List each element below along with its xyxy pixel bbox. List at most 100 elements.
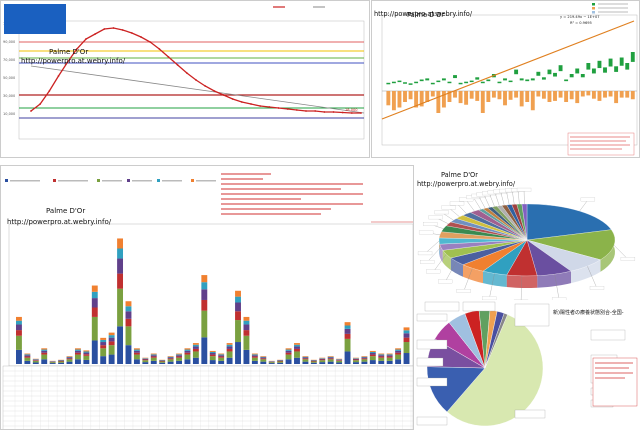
bar-segment bbox=[74, 348, 81, 350]
pie-slice-side bbox=[571, 259, 601, 284]
daily-positive-point bbox=[158, 48, 161, 50]
week-over-week-chart: y = 219.49x − 1E+07 R² = 0.9695 Palme D'… bbox=[381, 3, 638, 156]
daily-positive-point bbox=[94, 33, 97, 35]
bar-segment bbox=[294, 344, 300, 347]
bar-segment bbox=[378, 353, 385, 355]
bar-segment bbox=[353, 362, 359, 364]
bar-segment bbox=[386, 355, 393, 357]
bar-segment bbox=[133, 348, 140, 350]
bar-segment bbox=[184, 359, 191, 364]
bar-segment bbox=[243, 316, 250, 321]
bar-segment bbox=[24, 360, 31, 364]
decline-bar bbox=[514, 91, 519, 98]
decline-bar bbox=[569, 91, 574, 100]
bar-segment bbox=[251, 360, 258, 364]
bar-segment bbox=[386, 357, 393, 361]
week-over-week-panel: y = 219.49x − 1E+07 R² = 0.9695 Palme D'… bbox=[371, 0, 640, 158]
bar-segment bbox=[403, 353, 410, 364]
bar-segment bbox=[133, 352, 140, 355]
daily-positive-point bbox=[149, 41, 152, 43]
pie-slice-side bbox=[450, 258, 463, 277]
bar-segment bbox=[327, 357, 334, 359]
watermark-brand: Palme D'Or bbox=[407, 11, 444, 19]
increase-bar bbox=[447, 81, 452, 84]
bar-segment bbox=[125, 301, 132, 307]
pie-label-box bbox=[417, 251, 433, 256]
decline-bar bbox=[469, 91, 474, 99]
increase-bar bbox=[553, 72, 557, 77]
decline-bar bbox=[441, 91, 446, 108]
decline-bar bbox=[453, 91, 457, 98]
decline-bar bbox=[575, 91, 580, 104]
bar-segment bbox=[16, 330, 22, 336]
increase-bar bbox=[425, 78, 430, 81]
bar-segment bbox=[209, 350, 216, 352]
daily-positive-point bbox=[314, 110, 317, 112]
bar-segment bbox=[302, 359, 309, 362]
bar-segment bbox=[83, 350, 90, 352]
pie-slice-side bbox=[483, 271, 507, 288]
bar-segment bbox=[395, 349, 402, 351]
bar-segment bbox=[361, 356, 368, 357]
bar-segment bbox=[235, 290, 241, 297]
decline-bar bbox=[497, 91, 502, 100]
increase-bar bbox=[525, 79, 530, 82]
bar-segment bbox=[159, 360, 166, 361]
bar-segment bbox=[83, 351, 90, 353]
bar-segment bbox=[277, 362, 284, 364]
bar-segment bbox=[192, 343, 199, 345]
bar-segment bbox=[133, 354, 140, 360]
bar-segment bbox=[277, 361, 284, 363]
equation-label: y = 219.49x − 1E+07 bbox=[560, 15, 600, 19]
bar-segment bbox=[319, 362, 326, 364]
bar-segment bbox=[192, 351, 199, 358]
bar-segment bbox=[386, 354, 393, 356]
bar-segment bbox=[142, 357, 149, 359]
bar-segment bbox=[327, 356, 334, 358]
daily-positive-point bbox=[222, 94, 225, 96]
bar-segment bbox=[41, 354, 48, 360]
bar-segment bbox=[353, 360, 359, 363]
daily-positive-point bbox=[350, 112, 353, 114]
bar-segment bbox=[41, 349, 48, 351]
bar-segment bbox=[150, 356, 157, 358]
bar-segment bbox=[285, 352, 292, 355]
decline-bar bbox=[447, 91, 452, 102]
bar-segment bbox=[353, 359, 359, 361]
bar-segment bbox=[285, 350, 292, 353]
increase-bar bbox=[419, 79, 424, 82]
bar-segment bbox=[378, 356, 385, 358]
bar-segment bbox=[294, 343, 300, 345]
bar-segment bbox=[218, 360, 225, 364]
bar-segment bbox=[361, 356, 368, 358]
pie-label-box bbox=[516, 187, 532, 192]
bar-segment bbox=[32, 360, 39, 363]
increase-bar bbox=[397, 80, 402, 83]
bar-segment bbox=[386, 353, 393, 355]
bar-segment bbox=[277, 360, 284, 361]
decline-bar bbox=[541, 91, 546, 99]
increase-bar bbox=[514, 69, 519, 75]
daily-positive-point bbox=[204, 85, 207, 87]
decline-bar bbox=[530, 91, 535, 111]
bar-segment bbox=[344, 325, 351, 329]
increase-bar bbox=[403, 82, 407, 84]
bar-segment bbox=[117, 288, 124, 327]
bar-segment bbox=[268, 363, 275, 364]
bar-segment bbox=[327, 359, 334, 362]
decline-bar bbox=[475, 91, 480, 101]
bar-segment bbox=[41, 359, 48, 364]
bar-segment bbox=[353, 357, 359, 359]
bar-segment bbox=[378, 360, 385, 364]
increase-bar bbox=[414, 81, 419, 84]
bar-segment bbox=[285, 349, 292, 351]
bar-segment bbox=[133, 349, 140, 351]
bar-segment bbox=[100, 345, 107, 349]
svg-text:70,000: 70,000 bbox=[3, 58, 15, 62]
daily-positive-point bbox=[140, 36, 142, 38]
increase-bar bbox=[614, 66, 619, 72]
bar-segment bbox=[159, 362, 166, 364]
svg-text:50,000: 50,000 bbox=[3, 76, 15, 80]
daily-positive-point bbox=[130, 32, 133, 34]
